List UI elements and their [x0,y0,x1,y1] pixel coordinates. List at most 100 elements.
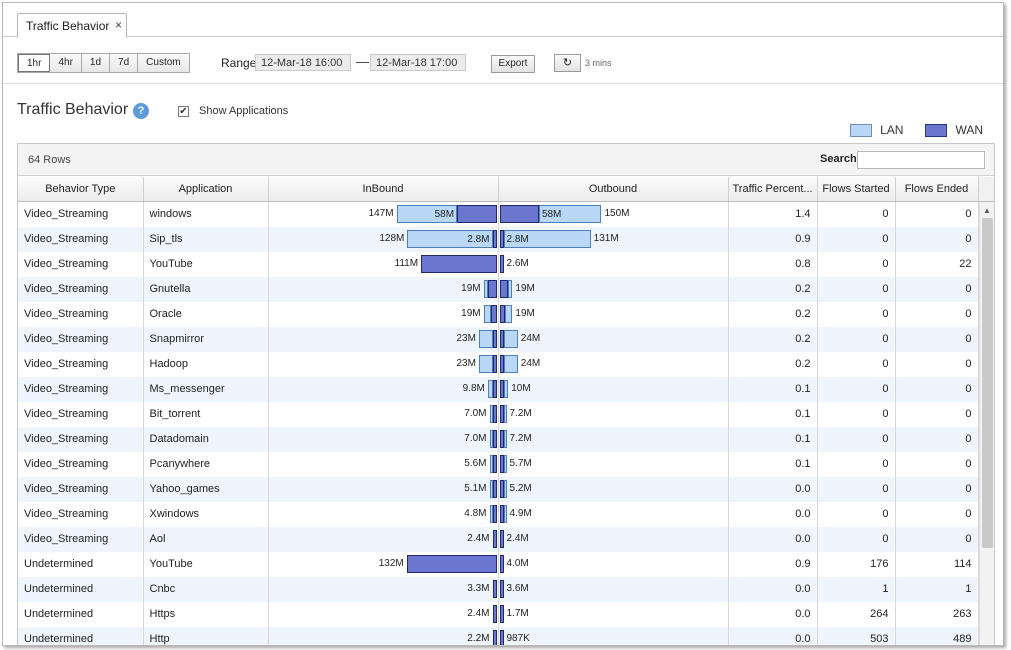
table-row[interactable]: Video_Streaming Xwindows 4.8M 4.9M 0.0 0 0 [18,501,994,527]
show-applications-toggle[interactable]: ✔ Show Applications [178,105,288,117]
range-4hr-button[interactable]: 4hr [50,54,82,72]
table-row[interactable]: Video_Streaming Hadoop 23M 24M 0.2 0 0 [18,351,994,377]
table-row[interactable]: Video_Streaming YouTube 111M 2.6M 0.8 0 22 [18,251,994,277]
inbound-lan-bar[interactable] [478,329,493,348]
inbound-wan-bar[interactable] [492,529,497,548]
outbound-wan-bar[interactable] [499,504,504,523]
inbound-lan-bar[interactable] [489,454,493,473]
outbound-wan-bar[interactable] [499,379,504,398]
tab-traffic-behavior[interactable]: Traffic Behavior × [17,13,127,38]
inbound-wan-bar[interactable] [492,229,497,248]
outbound-lan-bar[interactable] [503,429,507,448]
search-input[interactable] [857,151,985,169]
inbound-wan-bar[interactable] [492,604,497,623]
outbound-wan-bar[interactable] [499,354,504,373]
inbound-lan-bar[interactable] [483,304,492,323]
outbound-wan-bar[interactable] [499,529,504,548]
table-row[interactable]: Video_Streaming Snapmirror 23M 24M 0.2 0 0 [18,326,994,352]
help-icon[interactable]: ? [133,103,149,119]
col-flows-started[interactable]: Flows Started [817,177,896,202]
inbound-lan-bar[interactable]: 2.8M [407,229,493,248]
col-traffic-percent[interactable]: Traffic Percent... [728,177,818,202]
outbound-lan-bar[interactable] [504,304,513,323]
outbound-wan-bar[interactable] [499,329,504,348]
outbound-wan-bar[interactable] [499,604,504,623]
range-7d-button[interactable]: 7d [110,54,139,72]
inbound-wan-bar[interactable] [492,379,497,398]
inbound-wan-bar[interactable] [492,479,497,498]
table-row[interactable]: Undetermined Cnbc 3.3M 3.6M 0.0 1 1 [18,576,994,602]
inbound-wan-bar[interactable] [492,454,497,473]
table-row[interactable]: Video_Streaming Ms_messenger 9.8M 10M 0.1 0 0 [18,376,994,402]
inbound-wan-bar[interactable] [487,279,497,298]
scroll-thumb[interactable] [982,218,993,548]
scroll-up-arrow-icon[interactable]: ▲ [983,206,991,215]
inbound-wan-bar[interactable] [492,579,497,598]
outbound-lan-bar[interactable] [503,454,507,473]
table-row[interactable]: Video_Streaming Pcanywhere 5.6M 5.7M 0.1 0 0 [18,451,994,477]
outbound-wan-bar[interactable] [499,554,504,573]
export-button[interactable]: Export [491,55,535,73]
range-1d-button[interactable]: 1d [81,54,111,72]
outbound-lan-bar[interactable] [503,404,507,423]
outbound-lan-bar[interactable]: 2.8M [503,229,591,248]
outbound-wan-bar[interactable] [499,454,504,473]
table-row[interactable]: Undetermined Https 2.4M 1.7M 0.0 264 263 [18,601,994,627]
outbound-lan-bar[interactable] [508,279,513,298]
col-application[interactable]: Application [143,177,269,202]
outbound-lan-bar[interactable] [503,379,509,398]
col-flows-ended[interactable]: Flows Ended [895,177,979,202]
vertical-scrollbar[interactable]: ▲ [979,203,994,645]
inbound-lan-bar[interactable] [489,479,493,498]
show-applications-checkbox[interactable]: ✔ [178,105,189,117]
table-row[interactable]: Video_Streaming Sip_tls 2.8M 128M 2.8M 131M 0.… [18,226,994,252]
table-row[interactable]: Video_Streaming windows 58M 147M 58M 150M 1.4 0… [18,201,994,227]
inbound-wan-bar[interactable] [492,504,497,523]
table-row[interactable]: Video_Streaming Oracle 19M 19M 0.2 0 0 [18,301,994,327]
outbound-wan-bar[interactable] [499,479,504,498]
inbound-wan-bar[interactable] [492,329,497,348]
outbound-lan-bar[interactable] [503,329,518,348]
inbound-wan-bar[interactable] [406,554,497,573]
table-row[interactable]: Undetermined Http 2.2M 987K 0.0 503 489 [18,626,994,645]
inbound-wan-bar[interactable] [457,204,497,223]
outbound-lan-bar[interactable] [503,354,518,373]
col-outbound[interactable]: Outbound [498,177,729,202]
close-icon[interactable]: × [114,18,122,32]
table-row[interactable]: Video_Streaming Gnutella 19M 19M 0.2 0 0 [18,276,994,302]
outbound-lan-bar[interactable] [503,504,507,523]
outbound-wan-bar[interactable] [499,204,539,223]
table-row[interactable]: Video_Streaming Bit_torrent 7.0M 7.2M 0.1 0 0 [18,401,994,427]
inbound-wan-bar[interactable] [492,629,497,645]
inbound-lan-bar[interactable] [489,429,493,448]
outbound-wan-bar[interactable] [499,254,504,273]
inbound-lan-bar[interactable] [478,354,493,373]
col-behavior-type[interactable]: Behavior Type [18,177,144,202]
table-row[interactable]: Undetermined YouTube 132M 4.0M 0.9 176 114 [18,551,994,577]
table-row[interactable]: Video_Streaming Aol 2.4M 2.4M 0.0 0 0 [18,526,994,552]
table-row[interactable]: Video_Streaming Yahoo_games 5.1M 5.2M 0.0 0 0 [18,476,994,502]
outbound-wan-bar[interactable] [499,279,509,298]
inbound-wan-bar[interactable] [421,254,497,273]
table-row[interactable]: Video_Streaming Datadomain 7.0M 7.2M 0.1 0 0 [18,426,994,452]
outbound-wan-bar[interactable] [499,229,504,248]
range-custom-button[interactable]: Custom [138,54,189,72]
outbound-wan-bar[interactable] [499,429,504,448]
inbound-lan-bar[interactable] [489,404,493,423]
inbound-lan-bar[interactable]: 58M [396,204,458,223]
inbound-wan-bar[interactable] [491,304,497,323]
inbound-lan-bar[interactable] [483,279,488,298]
col-inbound[interactable]: InBound [268,177,499,202]
inbound-wan-bar[interactable] [492,429,497,448]
inbound-lan-bar[interactable] [489,504,493,523]
range-start-field[interactable]: 12-Mar-18 16:00 [255,54,351,71]
outbound-wan-bar[interactable] [499,304,505,323]
outbound-wan-bar[interactable] [499,404,504,423]
outbound-lan-bar[interactable] [503,479,507,498]
outbound-lan-bar[interactable]: 58M [538,204,602,223]
inbound-wan-bar[interactable] [492,404,497,423]
range-1hr-button[interactable]: 1hr [18,54,51,72]
inbound-wan-bar[interactable] [492,354,497,373]
refresh-icon[interactable]: ↻ [554,54,581,72]
range-end-field[interactable]: 12-Mar-18 17:00 [370,54,466,71]
